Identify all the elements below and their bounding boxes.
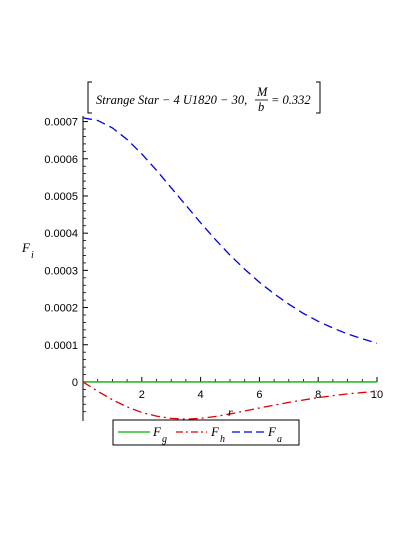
y-axis-label-subscript: i	[31, 250, 34, 261]
chart-title: Strange Star − 4 U1820 − 30, M b = 0.332	[87, 81, 321, 114]
title-right-bracket	[316, 81, 321, 114]
x-tick-label: 10	[371, 389, 383, 401]
title-fraction-denominator: b	[258, 100, 264, 114]
title-prefix: Strange Star − 4 U1820 − 30,	[96, 93, 247, 107]
y-tick-label: 0.0002	[44, 303, 78, 315]
legend-label-fa-sub: a	[277, 434, 282, 445]
y-axis-label-base: F	[21, 240, 31, 255]
axes: 0 0.0001 0.0002 0.0003 0.0004 0.0005 0.0006 0.0…	[44, 116, 383, 421]
legend-label-fa-base: F	[267, 424, 277, 439]
legend-label-fg-base: F	[152, 424, 162, 439]
y-tick-label: 0.0005	[44, 191, 78, 203]
x-tick-label: 8	[315, 389, 321, 401]
title-fraction-numerator: M	[256, 85, 268, 99]
x-tick-label: 6	[256, 389, 262, 401]
y-tick-label: 0.0004	[44, 228, 78, 240]
series-lines	[82, 117, 378, 420]
series-line-fa	[82, 117, 378, 344]
title-suffix: = 0.332	[271, 93, 311, 107]
legend-label-fh-base: F	[210, 424, 220, 439]
series-line-fh	[82, 381, 378, 420]
y-tick-label: 0	[72, 377, 78, 389]
y-tick-label: 0.0007	[44, 117, 78, 129]
x-tick-label: 2	[139, 389, 145, 401]
y-axis-label: F i	[21, 240, 34, 261]
x-tick-label: 4	[198, 389, 204, 401]
y-tick-label: 0.0006	[44, 154, 78, 166]
x-axis-label: r	[228, 405, 233, 419]
legend: F g F h F a	[112, 419, 300, 446]
y-tick-label: 0.0003	[44, 265, 78, 277]
legend-label-fg-sub: g	[162, 434, 167, 445]
title-left-bracket	[87, 81, 92, 114]
y-tick-label: 0.0001	[44, 340, 78, 352]
legend-label-fh-sub: h	[220, 434, 225, 445]
